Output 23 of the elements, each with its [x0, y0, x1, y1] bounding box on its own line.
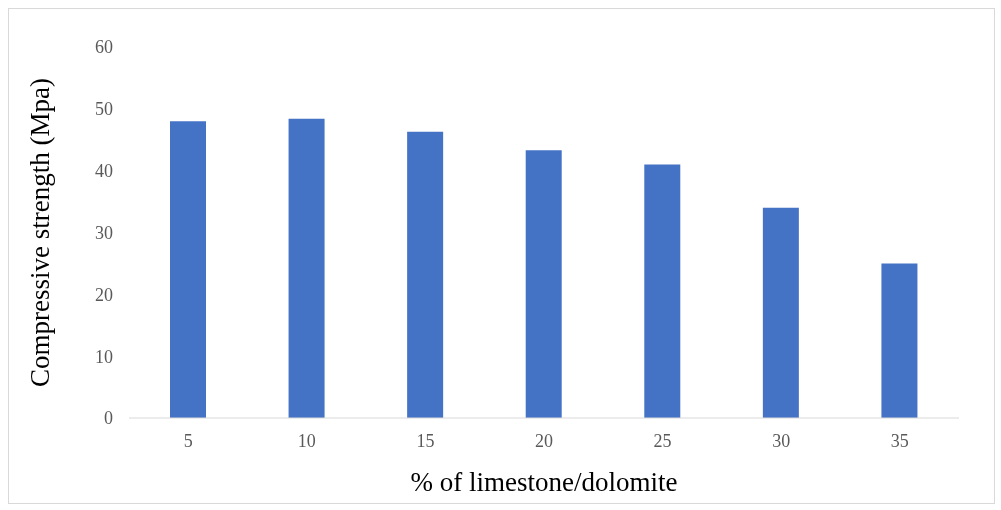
- bar: [525, 150, 562, 418]
- y-tick-label: 50: [95, 99, 113, 120]
- bar: [170, 121, 206, 418]
- bar: [762, 207, 799, 418]
- x-tick-label: 25: [653, 430, 672, 451]
- x-tick-label: 5: [183, 430, 193, 451]
- x-tick-label: 15: [416, 430, 435, 451]
- bar: [288, 118, 325, 418]
- y-tick-label: 30: [95, 222, 113, 243]
- y-axis-title: Compressive strength (Mpa): [24, 78, 55, 387]
- bar: [407, 131, 444, 418]
- y-tick-label: 20: [95, 284, 113, 305]
- y-tick-label: 0: [104, 408, 113, 429]
- bar: [881, 263, 918, 418]
- x-tick-label: 30: [772, 430, 791, 451]
- bar: [644, 164, 681, 418]
- y-tick-label: 40: [95, 161, 113, 182]
- x-tick-label: 20: [535, 430, 553, 451]
- x-tick-label: 10: [297, 430, 316, 451]
- y-tick-label: 60: [95, 37, 113, 58]
- y-tick-label: 10: [95, 346, 113, 367]
- x-axis-title: % of limestone/dolomite: [410, 467, 678, 497]
- x-tick-label: 35: [890, 430, 909, 451]
